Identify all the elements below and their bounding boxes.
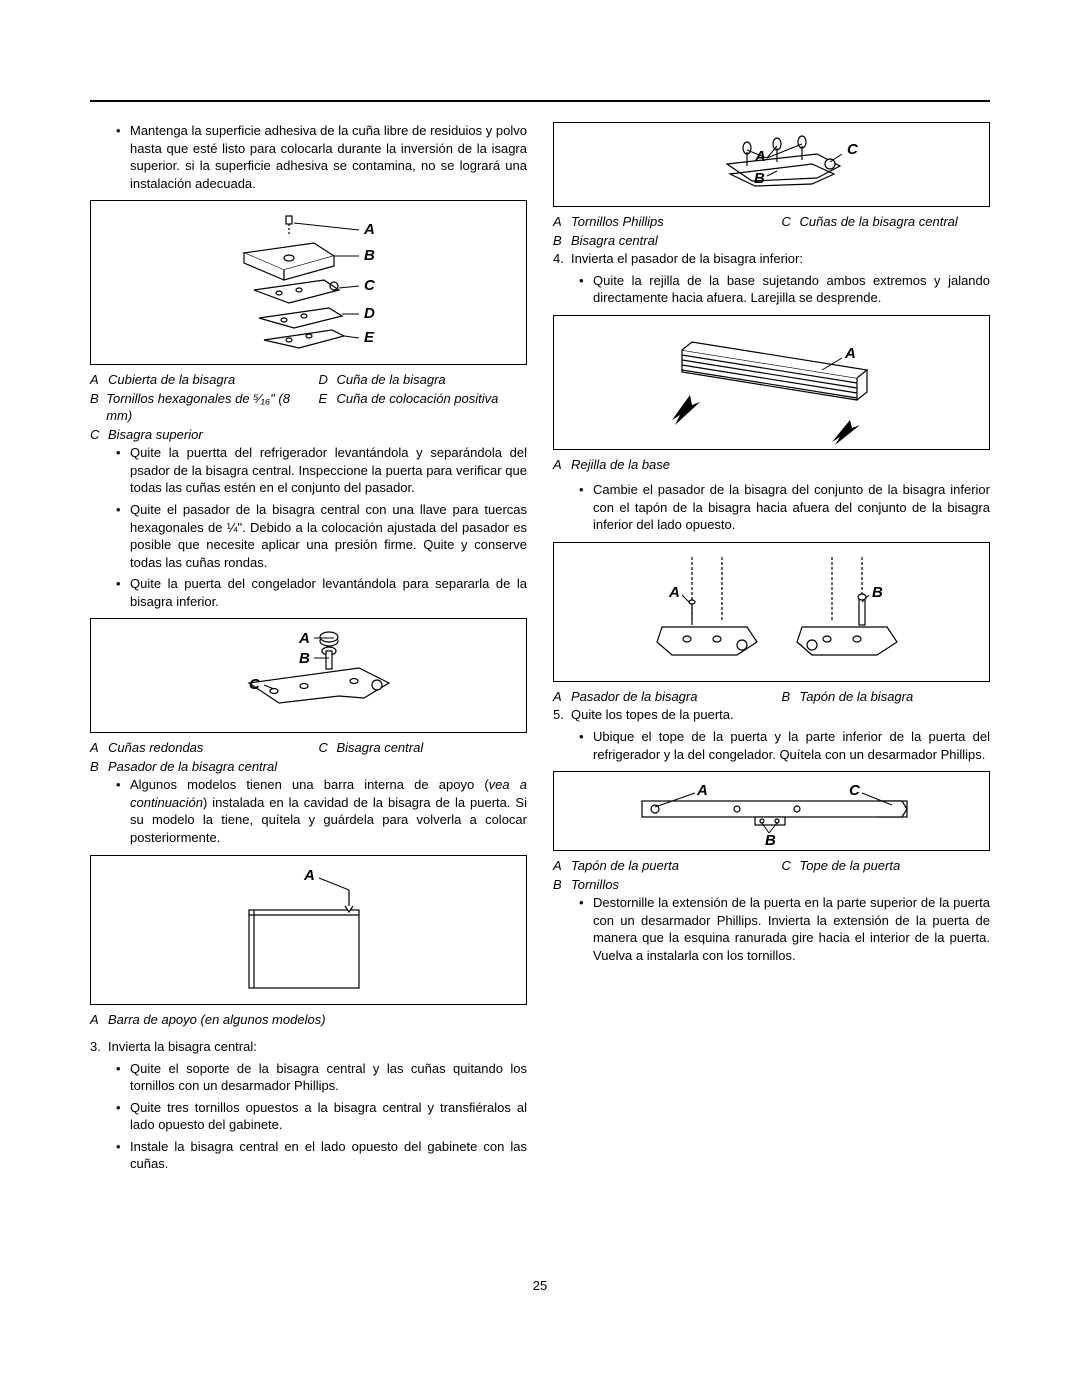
svg-text:B: B	[872, 584, 883, 601]
svg-text:B: B	[765, 832, 776, 847]
svg-text:A: A	[363, 221, 375, 238]
figure-support-bar: A	[90, 855, 527, 1005]
svg-text:C: C	[249, 676, 261, 693]
intro-text: Mantenga la superficie adhesiva de la cu…	[130, 122, 527, 192]
figure-center-hinge: A B C	[90, 618, 527, 733]
hinge-exploded-svg: A B C D E	[184, 208, 434, 358]
fig1-legend: ACubierta de la bisagra BTornillos hexag…	[90, 371, 527, 444]
step5: 5. Quite los topes de la puerta.	[553, 706, 990, 724]
fig6-legend: APasador de la bisagra BTapón de la bisa…	[553, 688, 990, 707]
bullet-item: • Quite la puerta del congelador levantá…	[116, 575, 527, 610]
bullet-item: • Quite la puertta del refrigerador leva…	[116, 444, 527, 497]
svg-text:C: C	[847, 141, 859, 158]
svg-text:C: C	[849, 782, 861, 799]
bullet-item: • Instale la bisagra central en el lado …	[116, 1138, 527, 1173]
svg-text:B: B	[299, 650, 310, 667]
fig4-legend: ATornillos Phillips BBisagra central CCu…	[553, 213, 990, 250]
svg-text:A: A	[754, 148, 766, 165]
figure-center-hinge-screws: A B C	[553, 122, 990, 207]
legend-c: Bisagra superior	[108, 426, 203, 444]
bullet-item: • Quite el pasador de la bisagra central…	[116, 501, 527, 571]
bullet-item: • Quite el soporte de la bisagra central…	[116, 1060, 527, 1095]
center-hinge-screws-svg: A B C	[642, 126, 902, 204]
fig5-legend: ARejilla de la base	[553, 456, 990, 474]
svg-text:A: A	[668, 584, 680, 601]
bottom-hinge-svg: A B	[607, 547, 937, 677]
svg-text:D: D	[364, 305, 375, 322]
svg-text:A: A	[844, 345, 856, 362]
svg-text:E: E	[364, 329, 375, 346]
left-column: • Mantenga la superficie adhesiva de la …	[90, 122, 527, 1177]
center-hinge-svg: A B C	[179, 623, 439, 728]
legend-b: Tornillos hexagonales de ⁵⁄₁₆" (8 mm)	[106, 390, 298, 425]
page-number: 25	[90, 1277, 990, 1295]
fig3-legend: ABarra de apoyo (en algunos modelos)	[90, 1011, 527, 1029]
figure-base-grille: A	[553, 315, 990, 450]
step4: 4. Invierta el pasador de la bisagra inf…	[553, 250, 990, 268]
figure-door-stop: A B C	[553, 771, 990, 851]
bullet-dot: •	[116, 122, 130, 192]
svg-text:A: A	[298, 630, 310, 647]
fig2-legend: ACuñas redondas BPasador de la bisagra c…	[90, 739, 527, 776]
bullet-item: • Ubique el tope de la puerta y la parte…	[579, 728, 990, 763]
svg-text:C: C	[364, 277, 376, 294]
bullet-item: • Destornille la extensión de la puerta …	[579, 894, 990, 964]
legend-d: Cuña de la bisagra	[337, 371, 446, 389]
two-column-layout: • Mantenga la superficie adhesiva de la …	[90, 122, 990, 1177]
svg-text:B: B	[364, 247, 375, 264]
right-column: A B C ATornillos Phillips BBisagra centr…	[553, 122, 990, 1177]
fig7-legend: ATapón de la puerta BTornillos CTope de …	[553, 857, 990, 894]
legend-e: Cuña de colocación positiva	[337, 390, 499, 408]
svg-text:B: B	[754, 170, 765, 187]
svg-text:A: A	[303, 867, 315, 884]
base-grille-svg: A	[622, 320, 922, 445]
page-rule	[90, 100, 990, 102]
bullet-item: • Cambie el pasador de la bisagra del co…	[579, 481, 990, 534]
legend-a: Cubierta de la bisagra	[108, 371, 235, 389]
svg-text:A: A	[696, 782, 708, 799]
figure-bottom-hinge: A B	[553, 542, 990, 682]
bullet-item: • Quite tres tornillos opuestos a la bis…	[116, 1099, 527, 1134]
bullet-item: • Quite la rejilla de la base sujetando …	[579, 272, 990, 307]
support-bar-svg: A	[179, 860, 439, 1000]
door-stop-svg: A B C	[607, 775, 937, 847]
bullet-item: • Algunos modelos tienen una barra inter…	[116, 776, 527, 846]
step3: 3. Invierta la bisagra central:	[90, 1038, 527, 1056]
intro-bullet: • Mantenga la superficie adhesiva de la …	[116, 122, 527, 192]
figure-top-hinge: A B C D E	[90, 200, 527, 365]
